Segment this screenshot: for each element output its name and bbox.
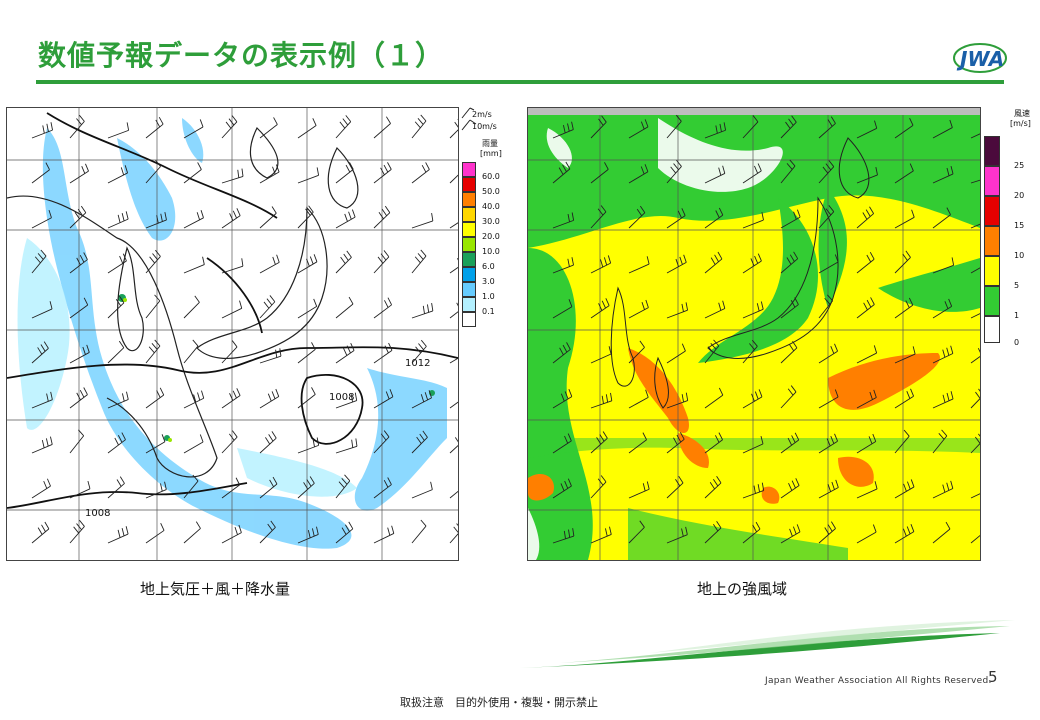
- precip-legend-label: 1.0: [482, 292, 495, 301]
- left-map-caption: 地上気圧＋風＋降水量: [140, 580, 291, 598]
- precip-legend-label: 40.0: [482, 202, 500, 211]
- wind-legend-swatch: [984, 136, 1000, 166]
- isobar-label-1012: 1012: [405, 358, 430, 369]
- wind-legend-unit: [m/s]: [1010, 119, 1031, 128]
- isobar-label-1008-east: 1008: [329, 392, 354, 403]
- wind-legend-swatch: [984, 286, 1000, 316]
- wind-legend-swatch: [984, 256, 1000, 286]
- surface-pressure-wind-precip-map: 1012 1008 1008: [6, 107, 459, 561]
- precip-legend-label: 60.0: [482, 172, 500, 181]
- precip-legend-swatch: [462, 192, 476, 207]
- wind-speed-legend: 風速 [m/s] 25 20 15 10 5 1 0: [982, 108, 1037, 347]
- wind-legend-label: 15: [1014, 221, 1025, 230]
- precip-legend-swatch: [462, 297, 476, 312]
- footer-swoosh: [500, 608, 1020, 678]
- title-underline: [36, 80, 1004, 84]
- wind-legend-label: 10: [1014, 251, 1025, 260]
- precip-legend-swatch: [462, 237, 476, 252]
- precip-legend-swatch: [462, 207, 476, 222]
- precip-legend-swatch: [462, 162, 476, 177]
- precip-legend-swatch: [462, 282, 476, 297]
- wind-legend-swatch: [984, 196, 1000, 226]
- precip-legend-label: 20.0: [482, 232, 500, 241]
- wind-legend-2ms: 2m/s: [472, 110, 492, 119]
- jwa-logo: JWA: [950, 38, 1008, 76]
- wind-legend-10ms: 10m/s: [472, 122, 497, 131]
- confidentiality-notice: 取扱注意 目的外使用・複製・開示禁止: [400, 696, 598, 709]
- wind-legend-label: 25: [1014, 161, 1025, 170]
- precip-legend-swatch: [462, 312, 476, 327]
- wind-legend-title: 風速: [1014, 109, 1030, 118]
- precip-legend-label: 50.0: [482, 187, 500, 196]
- precip-legend-swatch: [462, 252, 476, 267]
- precip-legend-label: 30.0: [482, 217, 500, 226]
- surface-strong-wind-map: [527, 107, 981, 561]
- precip-legend: 2m/s 10m/s 雨量 [mm] 60.0 50.0 40.0 30.0 20.0 1…: [460, 104, 520, 327]
- precip-legend-swatch: [462, 267, 476, 282]
- precip-legend-swatch: [462, 222, 476, 237]
- precip-legend-unit: [mm]: [480, 149, 502, 158]
- right-map-caption: 地上の強風域: [697, 580, 788, 598]
- wind-barb-legend: [461, 107, 477, 131]
- wind-barbs: [552, 114, 980, 544]
- page-number: 5: [988, 668, 998, 686]
- precip-legend-title: 雨量: [482, 139, 498, 148]
- precip-legend-swatch: [462, 177, 476, 192]
- wind-legend-swatch: [984, 226, 1000, 256]
- precip-legend-label: 3.0: [482, 277, 495, 286]
- precip-legend-label: 6.0: [482, 262, 495, 271]
- slide-title: 数値予報データの表示例（１）: [38, 39, 445, 72]
- wind-legend-swatch: [984, 166, 1000, 196]
- wind-legend-label: 5: [1014, 281, 1020, 290]
- isobar-label-1008-west: 1008: [85, 508, 110, 519]
- svg-text:JWA: JWA: [956, 47, 1004, 71]
- wind-legend-label: 20: [1014, 191, 1025, 200]
- wind-legend-swatch: [984, 316, 1000, 343]
- precip-legend-label: 10.0: [482, 247, 500, 256]
- copyright-text: Japan Weather Association All Rights Res…: [765, 676, 992, 686]
- precip-legend-label: 0.1: [482, 307, 495, 316]
- wind-barbs: [31, 114, 458, 544]
- wind-legend-label: 0: [1014, 338, 1020, 347]
- wind-legend-label: 1: [1014, 311, 1020, 320]
